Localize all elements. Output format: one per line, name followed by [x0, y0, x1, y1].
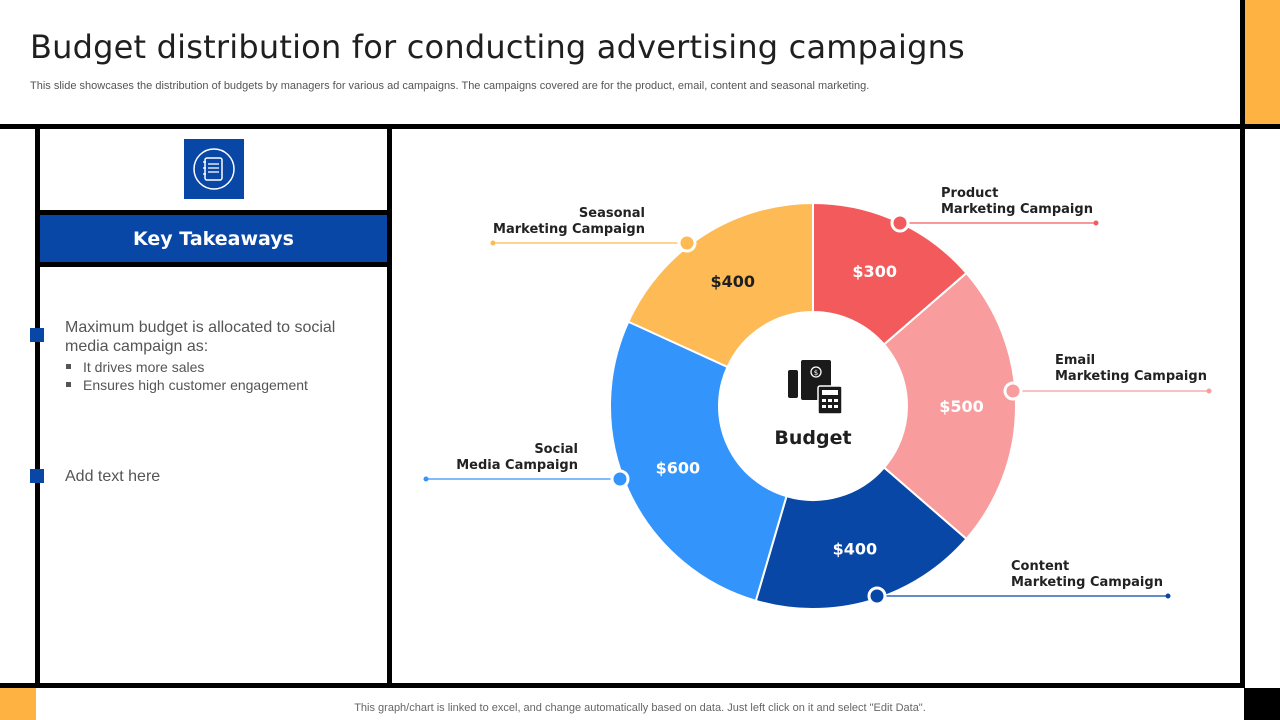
donut-center-label: Budget — [774, 427, 851, 449]
slice-value-label: $600 — [656, 459, 701, 478]
takeaway-subpoint: Ensures high customer engagement — [66, 377, 308, 393]
campaign-name-label: Marketing Campaign — [493, 222, 645, 237]
frame-left-bar — [35, 124, 40, 688]
donut-slice — [882, 271, 1017, 541]
footer-note: This graph/chart is linked to excel, and… — [354, 702, 926, 714]
subpoint-text: It drives more sales — [83, 359, 205, 375]
leader-end-dot — [1206, 388, 1212, 394]
frame-bottom-bar — [0, 683, 1244, 688]
accent-block-top — [1244, 0, 1280, 124]
frame-right-bar — [1240, 0, 1245, 688]
key-takeaways-heading: Key Takeaways — [40, 215, 387, 262]
takeaway-subpoint: It drives more sales — [66, 359, 204, 375]
slice-value-label: $300 — [852, 262, 897, 281]
donut-slice — [754, 466, 968, 610]
notebook-icon — [184, 139, 244, 199]
leader-end-dot — [1093, 220, 1099, 226]
svg-text:$: $ — [814, 369, 818, 377]
campaign-name-label: Media Campaign — [456, 458, 578, 473]
campaign-name-label: Marketing Campaign — [1055, 369, 1207, 384]
campaign-name-label: Product — [941, 186, 998, 201]
sidebar-separator-2 — [35, 262, 392, 267]
small-bullet-icon — [66, 363, 71, 369]
subpoint-text: Ensures high customer engagement — [83, 377, 308, 393]
leader-anchor-dot — [1003, 381, 1023, 401]
takeaway-point-2: Add text here — [65, 468, 161, 485]
leader-anchor-dot — [890, 213, 910, 233]
donut-slice — [627, 201, 814, 369]
small-bullet-icon — [66, 381, 71, 387]
campaign-name-label: Social — [534, 442, 578, 457]
donut-slice — [812, 201, 968, 346]
accent-block-bottom — [0, 688, 36, 720]
leader-end-dot — [423, 476, 429, 482]
campaign-name-label: Content — [1011, 559, 1069, 574]
bullet-square-2 — [30, 469, 44, 483]
receipt-calculator-icon: $ — [788, 360, 843, 415]
frame-top-bar — [0, 124, 1280, 129]
slice-value-label: $400 — [710, 272, 755, 291]
bullet-square-1 — [30, 328, 44, 342]
leader-anchor-dot — [867, 586, 887, 606]
campaign-name-label: Seasonal — [579, 206, 645, 221]
sidebar-separator-1 — [35, 210, 392, 215]
leader-anchor-dot — [610, 469, 630, 489]
leader-end-dot — [1165, 593, 1171, 599]
leader-end-dot — [490, 240, 496, 246]
campaign-name-label: Marketing Campaign — [941, 202, 1093, 217]
takeaway-point-1: Maximum budget is allocated to social me… — [65, 319, 336, 355]
frame-divider-bar — [387, 124, 392, 688]
donut-slice — [609, 320, 788, 603]
page-title: Budget distribution for conducting adver… — [30, 28, 965, 66]
slice-value-label: $400 — [833, 539, 878, 558]
slice-value-label: $500 — [939, 397, 984, 416]
frame-right-lower — [1244, 688, 1280, 720]
leader-anchor-dot — [677, 233, 697, 253]
campaign-name-label: Email — [1055, 353, 1095, 368]
page-subtitle: This slide showcases the distribution of… — [30, 80, 870, 92]
campaign-name-label: Marketing Campaign — [1011, 575, 1163, 590]
